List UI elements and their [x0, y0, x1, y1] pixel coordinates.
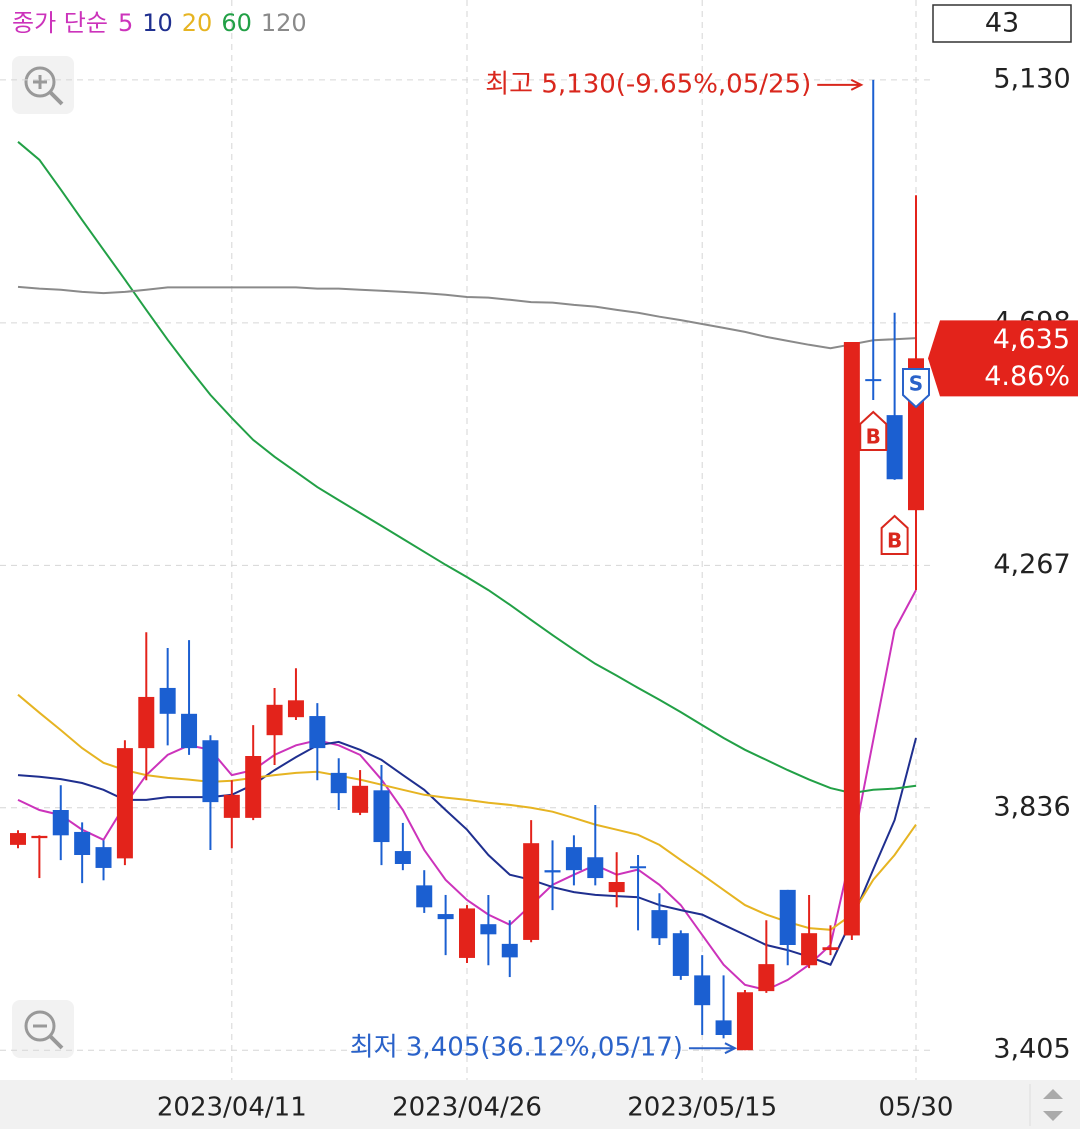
trade-marker: B	[887, 529, 902, 553]
candle-body	[416, 885, 433, 908]
high-annotation: 최고 5,130(-9.65%,05/25)	[485, 69, 811, 99]
x-tick-label: 05/30	[879, 1093, 954, 1123]
candle-body	[843, 342, 860, 936]
trade-marker-shape	[859, 410, 888, 451]
x-axis-band	[0, 1080, 1080, 1129]
candle-body	[694, 975, 711, 1006]
counter: 43	[985, 8, 1019, 39]
legend-entry: 5	[118, 9, 133, 37]
low-arrow	[688, 1042, 738, 1055]
zoom-in[interactable]	[12, 56, 74, 114]
trade-marker-shape	[880, 514, 909, 555]
candle-body	[801, 933, 818, 966]
candle-body	[779, 889, 796, 945]
candle-body	[245, 756, 262, 818]
candle-body	[544, 870, 561, 873]
candle-body	[266, 704, 283, 736]
price-box	[928, 320, 1078, 397]
candle-body	[822, 947, 839, 951]
candle-body	[865, 379, 882, 382]
scroll-arrows[interactable]	[1043, 1089, 1063, 1121]
candle-body	[758, 964, 775, 992]
counter-box	[932, 4, 1072, 43]
candle-body	[394, 851, 411, 864]
y-tick-label: 5,130	[993, 63, 1070, 94]
y-tick-label: 3,405	[993, 1034, 1070, 1065]
trade-marker-shape	[902, 368, 930, 409]
candle-body	[181, 713, 198, 749]
candle-body	[565, 847, 582, 871]
candle-body	[373, 790, 390, 843]
trade-marker: B	[866, 425, 881, 449]
candle-body	[672, 933, 689, 976]
candle-body	[437, 914, 454, 920]
candle-body	[31, 835, 48, 839]
candle-body	[116, 748, 133, 859]
zoom-out[interactable]	[12, 1000, 74, 1058]
moving-average-line	[17, 693, 917, 931]
candle-body	[608, 882, 625, 893]
candle-body	[202, 740, 219, 803]
candle-body	[501, 943, 518, 958]
low-annotation: 최저 3,405(36.12%,05/17)	[350, 1033, 683, 1063]
legend-title: 종가 단순	[12, 9, 108, 37]
moving-average-line	[17, 141, 917, 795]
candle-body	[287, 700, 304, 718]
candle-body	[95, 847, 112, 868]
candle-body	[330, 772, 347, 794]
candle-body	[352, 785, 369, 813]
candle-body	[736, 992, 753, 1051]
candle-body	[715, 1020, 732, 1035]
candle-body	[10, 833, 26, 845]
legend-entry: 10	[142, 9, 173, 37]
y-tick-label: 3,836	[993, 791, 1070, 822]
candle-body	[651, 910, 668, 939]
legend-entry: 20	[182, 9, 213, 37]
current-price: 4,635	[993, 324, 1070, 355]
x-tick-label: 2023/04/26	[392, 1093, 542, 1123]
high-arrow	[817, 78, 864, 91]
candle-body	[52, 810, 69, 836]
y-tick-label: 4,267	[993, 549, 1070, 580]
legend-entry: 60	[221, 9, 252, 37]
x-tick-label: 2023/05/15	[627, 1093, 777, 1123]
candle-body	[74, 831, 91, 855]
candle-body	[138, 696, 155, 749]
candle-body	[309, 716, 326, 749]
candle-body	[630, 866, 647, 869]
legend-entry: 120	[261, 9, 307, 37]
trade-marker: S	[909, 372, 923, 396]
candle-body	[459, 908, 475, 958]
current-change: 4.86%	[984, 361, 1070, 392]
candle-body	[886, 415, 903, 480]
candle-body	[480, 924, 497, 935]
candle-body	[523, 843, 540, 940]
candle-body	[587, 857, 604, 879]
moving-average-line	[17, 285, 917, 350]
candle-body	[159, 687, 176, 714]
candle-body	[223, 794, 240, 818]
x-tick-label: 2023/04/11	[157, 1093, 307, 1123]
